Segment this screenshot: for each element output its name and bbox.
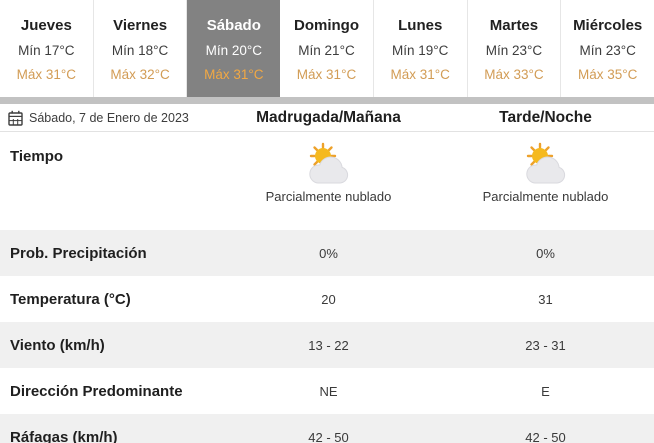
- sun-behind-cloud-icon: [306, 142, 352, 186]
- tab-day-label: Domingo: [294, 17, 360, 34]
- row-value-evening: 23 - 31: [525, 337, 566, 353]
- tab-max-temp: Máx 31°C: [204, 67, 264, 82]
- column-header-morning: Madrugada/Mañana: [256, 108, 401, 126]
- row-value-morning: 13 - 22: [308, 337, 349, 353]
- tab-min-temp: Mín 20°C: [205, 43, 262, 58]
- tab-min-temp: Mín 23°C: [579, 43, 636, 58]
- tab-sabado-active[interactable]: Sábado Mín 20°C Máx 31°C: [187, 0, 281, 97]
- tab-day-label: Viernes: [113, 17, 168, 34]
- column-header-evening: Tarde/Noche: [499, 108, 592, 126]
- weather-cell-morning: Parcialmente nublado: [220, 132, 437, 204]
- tab-day-label: Martes: [489, 17, 539, 34]
- tab-jueves[interactable]: Jueves Mín 17°C Máx 31°C: [0, 0, 94, 97]
- row-label: Viento (km/h): [10, 336, 105, 354]
- row-value-morning: 20: [321, 291, 336, 307]
- tab-min-temp: Mín 17°C: [18, 43, 75, 58]
- tab-max-temp: Máx 33°C: [484, 67, 544, 82]
- table-row-precipitation: Prob. Precipitación 0% 0%: [0, 230, 654, 276]
- sun-behind-cloud-icon: [523, 142, 569, 186]
- tab-max-temp: Máx 32°C: [110, 67, 170, 82]
- row-value-evening: E: [541, 383, 550, 399]
- table-row-wind: Viento (km/h) 13 - 22 23 - 31: [0, 322, 654, 368]
- tab-lunes[interactable]: Lunes Mín 19°C Máx 31°C: [373, 0, 468, 97]
- tab-max-temp: Máx 31°C: [390, 67, 450, 82]
- tab-day-label: Miércoles: [573, 17, 643, 34]
- row-value-morning: 42 - 50: [308, 429, 349, 443]
- table-row-gusts: Ráfagas (km/h) 42 - 50 42 - 50: [0, 414, 654, 443]
- condition-text-evening: Parcialmente nublado: [482, 189, 609, 204]
- table-row-temperature: Temperatura (°C) 20 31: [0, 276, 654, 322]
- tab-max-temp: Máx 31°C: [16, 67, 77, 82]
- tab-day-label: Lunes: [398, 17, 443, 34]
- tab-min-temp: Mín 21°C: [298, 43, 355, 58]
- row-value-morning: 0%: [319, 245, 338, 261]
- calendar-icon: [8, 110, 23, 126]
- weather-cell-evening: Parcialmente nublado: [437, 132, 654, 204]
- day-tabs: Jueves Mín 17°C Máx 31°C Viernes Mín 18°…: [0, 0, 654, 97]
- row-label: Temperatura (°C): [10, 290, 131, 308]
- tab-martes[interactable]: Martes Mín 23°C Máx 33°C: [467, 0, 562, 97]
- weather-row: Tiempo Parcialmente nublado: [0, 132, 654, 230]
- tab-domingo[interactable]: Domingo Mín 21°C Máx 31°C: [280, 0, 374, 97]
- tab-min-temp: Mín 19°C: [392, 43, 449, 58]
- tab-min-temp: Mín 18°C: [111, 43, 169, 58]
- tab-max-temp: Máx 31°C: [296, 67, 357, 82]
- row-label: Dirección Predominante: [10, 382, 183, 400]
- row-label: Prob. Precipitación: [10, 244, 147, 262]
- tabs-scrollbar[interactable]: [0, 97, 654, 104]
- condition-text-morning: Parcialmente nublado: [265, 189, 392, 204]
- tab-day-label: Jueves: [20, 17, 72, 34]
- selected-date: Sábado, 7 de Enero de 2023: [0, 110, 220, 126]
- date-text: Sábado, 7 de Enero de 2023: [29, 110, 189, 125]
- forecast-header-row: Sábado, 7 de Enero de 2023 Madrugada/Mañ…: [0, 104, 654, 132]
- row-value-evening: 0%: [536, 245, 555, 261]
- tab-miercoles[interactable]: Miércoles Mín 23°C Máx 35°C: [561, 0, 654, 97]
- weather-row-label: Tiempo: [10, 148, 64, 165]
- row-value-morning: NE: [319, 383, 338, 399]
- tab-min-temp: Mín 23°C: [485, 43, 543, 58]
- table-row-wind-direction: Dirección Predominante NE E: [0, 368, 654, 414]
- row-value-evening: 42 - 50: [525, 429, 566, 443]
- row-value-evening: 31: [538, 291, 553, 307]
- row-label: Ráfagas (km/h): [10, 428, 118, 443]
- tab-max-temp: Máx 35°C: [577, 67, 638, 82]
- tab-day-label: Sábado: [206, 17, 261, 34]
- tab-viernes[interactable]: Viernes Mín 18°C Máx 32°C: [93, 0, 188, 97]
